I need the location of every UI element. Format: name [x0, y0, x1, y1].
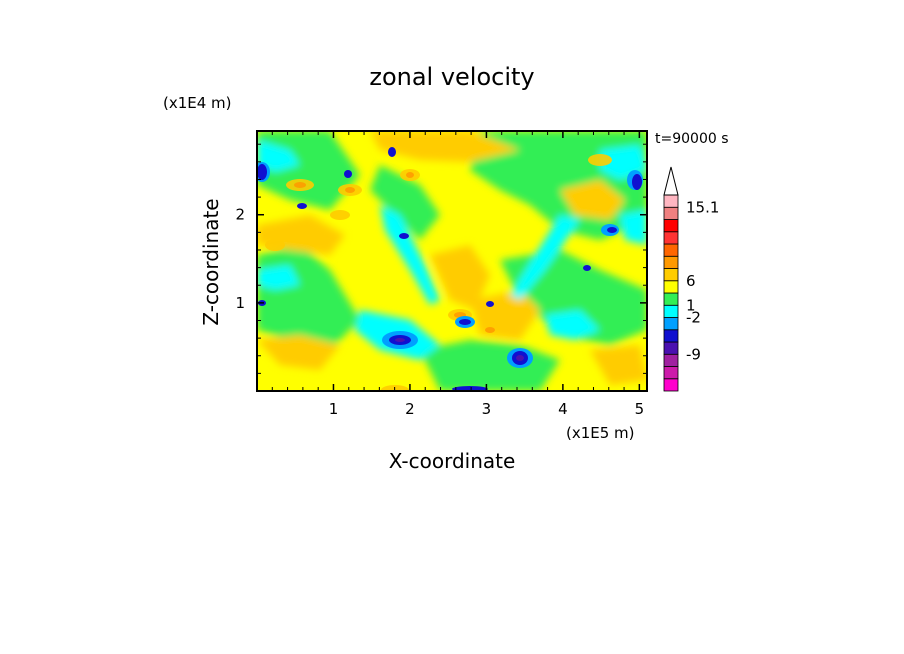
x-tick-label: 5 — [635, 400, 645, 418]
colorbar-swatch — [663, 255, 679, 269]
colorbar-extend-arrow — [663, 166, 679, 196]
colorbar-label: -2 — [686, 309, 701, 327]
colorbar-swatch — [663, 353, 679, 367]
colorbar: 15.1 6 1-2 -9 — [663, 166, 719, 392]
colorbar-swatch — [663, 280, 679, 294]
x-tick-label: 1 — [329, 400, 339, 418]
colorbar-swatch — [663, 366, 679, 380]
colorbar-swatch — [663, 329, 679, 343]
plot-frame: 1 2 3 4 5 1 2 — [235, 130, 648, 418]
y-tick-label: 2 — [235, 206, 245, 224]
time-label: t=90000 s — [655, 131, 729, 147]
colorbar-swatch — [663, 206, 679, 220]
colorbar-swatch — [663, 341, 679, 355]
colorbar-swatch — [663, 292, 679, 306]
colorbar-swatch — [663, 317, 679, 331]
colorbar-swatch — [663, 268, 679, 282]
colorbar-label: -9 — [686, 345, 701, 363]
y-scale-label: (x1E4 m) — [163, 94, 232, 112]
colorbar-swatch — [663, 194, 679, 208]
colorbar-label: 15.1 — [686, 198, 719, 216]
colorbar-label: 1 — [686, 296, 696, 314]
colorbar-swatch — [663, 219, 679, 233]
y-axis-label: Z-coordinate — [199, 198, 223, 325]
plot-border — [256, 130, 648, 392]
y-tick-label: 1 — [235, 294, 245, 312]
contour-field — [257, 131, 647, 391]
colorbar-label: 6 — [686, 272, 696, 290]
colorbar-swatch — [663, 304, 679, 318]
chart-title: zonal velocity — [369, 63, 534, 91]
x-scale-label: (x1E5 m) — [566, 424, 635, 442]
colorbar-swatch — [663, 378, 679, 392]
x-axis-label: X-coordinate — [389, 449, 516, 473]
colorbar-swatch — [663, 231, 679, 245]
x-tick-label: 2 — [405, 400, 415, 418]
x-tick-label: 4 — [558, 400, 568, 418]
x-tick-label: 3 — [482, 400, 492, 418]
colorbar-swatch — [663, 243, 679, 257]
